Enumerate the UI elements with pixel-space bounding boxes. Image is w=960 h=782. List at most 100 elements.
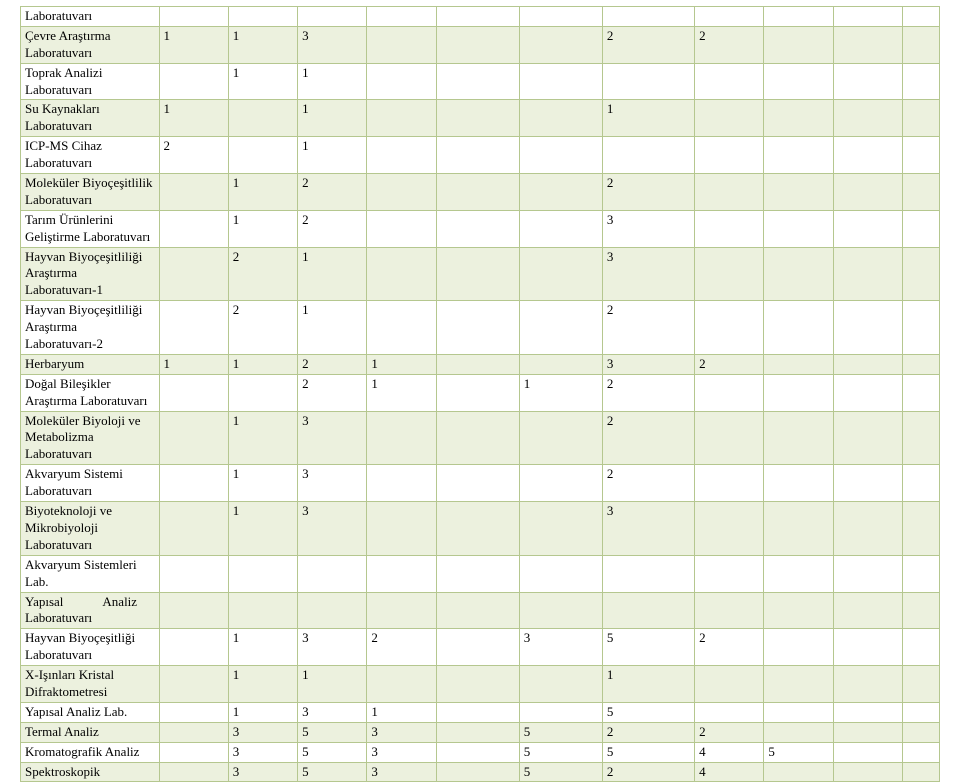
cell [519,502,602,556]
cell [436,137,519,174]
cell [159,247,228,301]
cell [519,465,602,502]
cell: 2 [298,210,367,247]
cell [519,100,602,137]
cell [764,666,833,703]
cell [833,762,902,782]
row-label: Yapısal Analiz Laboratuvarı [21,592,160,629]
lab-table: LaboratuvarıÇevre Araştırma Laboratuvarı… [20,6,940,782]
cell [519,210,602,247]
cell [764,722,833,742]
cell [159,411,228,465]
cell [833,465,902,502]
cell [833,7,902,27]
cell [519,301,602,355]
cell: 1 [228,629,297,666]
cell [833,137,902,174]
cell [902,301,939,355]
cell [833,100,902,137]
cell [436,666,519,703]
cell [367,411,436,465]
cell [159,762,228,782]
cell [695,301,764,355]
cell: 2 [228,247,297,301]
cell [519,63,602,100]
cell: 2 [602,722,694,742]
cell [833,26,902,63]
cell [833,722,902,742]
cell: 3 [298,502,367,556]
cell: 3 [367,762,436,782]
cell: 2 [159,137,228,174]
cell: 3 [367,722,436,742]
table-row: Hayvan Biyoçeşitliği Laboratuvarı132352 [21,629,940,666]
cell [367,465,436,502]
cell [764,629,833,666]
cell [159,629,228,666]
cell: 1 [228,354,297,374]
row-label: Akvaryum Sistemi Laboratuvarı [21,465,160,502]
cell [833,555,902,592]
cell: 1 [228,210,297,247]
cell [519,354,602,374]
cell [764,411,833,465]
cell [602,137,694,174]
cell [228,592,297,629]
cell [298,555,367,592]
cell [602,63,694,100]
cell: 3 [367,742,436,762]
cell: 2 [602,301,694,355]
row-label: ICP-MS Cihaz Laboratuvarı [21,137,160,174]
cell: 2 [695,26,764,63]
cell [367,7,436,27]
cell [367,592,436,629]
cell [764,63,833,100]
table-row: Hayvan Biyoçeşitliliği Araştırma Laborat… [21,247,940,301]
cell: 5 [602,629,694,666]
row-label: Moleküler Biyoloji ve Metabolizma Labora… [21,411,160,465]
cell [228,137,297,174]
cell [436,702,519,722]
cell [519,666,602,703]
row-label: Hayvan Biyoçeşitliliği Araştırma Laborat… [21,247,160,301]
cell: 4 [695,762,764,782]
cell: 2 [602,762,694,782]
cell [519,411,602,465]
cell [902,465,939,502]
cell [764,137,833,174]
cell: 3 [602,210,694,247]
cell [159,666,228,703]
cell [159,502,228,556]
cell [159,555,228,592]
cell [367,63,436,100]
cell: 1 [228,63,297,100]
cell [519,174,602,211]
cell [833,629,902,666]
cell: 2 [602,411,694,465]
cell [436,465,519,502]
row-label: Yapısal Analiz Lab. [21,702,160,722]
row-label: Spektroskopik [21,762,160,782]
cell: 1 [367,702,436,722]
cell [367,26,436,63]
cell [833,301,902,355]
cell [833,742,902,762]
cell [602,592,694,629]
cell [902,247,939,301]
cell: 5 [602,742,694,762]
cell [159,174,228,211]
row-label: X-Işınları Kristal Difraktometresi [21,666,160,703]
cell [436,210,519,247]
cell: 2 [695,629,764,666]
cell [436,7,519,27]
cell: 1 [602,666,694,703]
cell [902,100,939,137]
cell [833,702,902,722]
cell: 3 [602,247,694,301]
cell [902,502,939,556]
cell: 5 [602,702,694,722]
cell [902,629,939,666]
row-label: Tarım Ürünlerini Geliştirme Laboratuvarı [21,210,160,247]
cell [367,666,436,703]
cell: 1 [298,100,367,137]
